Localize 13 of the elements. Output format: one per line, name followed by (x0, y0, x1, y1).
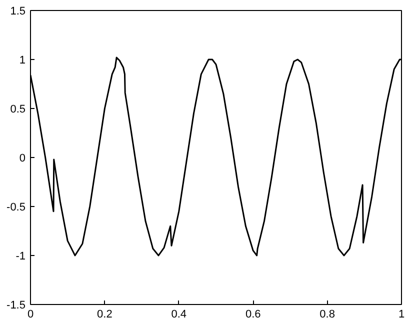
y-tick-label: -1.5 (6, 300, 26, 312)
y-tick-label: 1 (19, 54, 26, 66)
x-tick-label: 0 (27, 308, 34, 320)
y-tick-label: 0 (19, 152, 26, 164)
y-tick-label: -1 (16, 250, 26, 262)
y-tick-label: -0.5 (6, 202, 26, 214)
x-tick-label: 1 (398, 308, 405, 320)
x-tick-label: 0.8 (320, 308, 335, 320)
y-tick-label: 0.5 (10, 104, 26, 116)
x-tick-label: 0.2 (97, 308, 112, 320)
x-tick-label: 0.4 (171, 308, 187, 320)
x-tick-label: 0.6 (245, 308, 261, 320)
y-tick-label: 1.5 (10, 6, 26, 18)
